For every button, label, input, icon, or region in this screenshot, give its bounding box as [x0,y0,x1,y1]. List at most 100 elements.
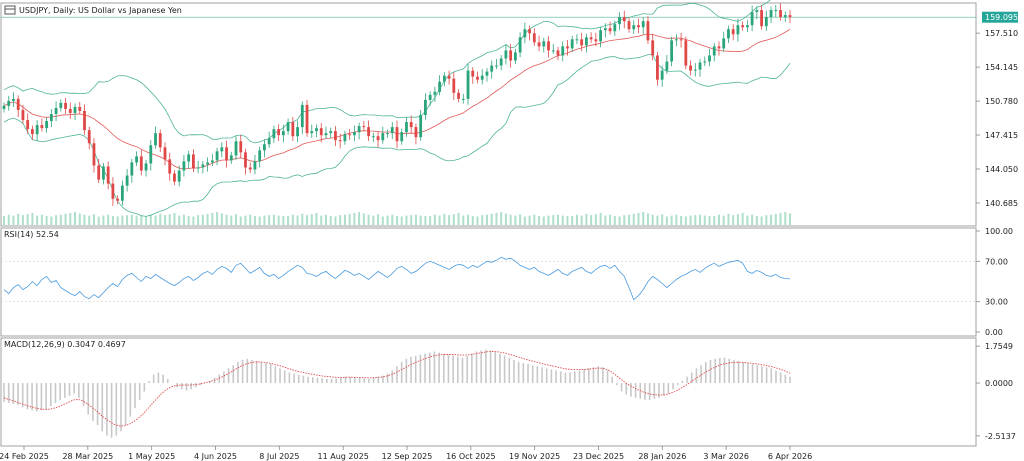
volume-bar [689,215,692,225]
lower-band-line [3,54,791,217]
volume-bar [424,216,427,225]
candle-body [679,39,683,41]
volume-bar [206,213,209,225]
volume-bar [282,216,285,225]
volume-bar [509,214,512,225]
candle-body [727,29,730,39]
volume-bar [490,213,493,225]
candle-body [281,131,285,136]
volume-bar [751,214,754,225]
candle-body [717,46,721,49]
candle-body [523,29,527,38]
candle-body [26,120,30,130]
candle-body [556,50,560,56]
candle-body [580,39,584,46]
candle-body [220,147,224,152]
volume-bar [476,216,479,225]
volume-bar [642,212,645,225]
volume-bar [699,214,702,225]
candle-body [599,30,603,42]
volume-bar [268,215,271,225]
candle-body [589,37,593,40]
candle-body [779,10,782,18]
date-tick-label: 8 Jul 2025 [259,452,299,461]
candle-body [684,40,688,66]
candle-body [381,133,385,141]
candle-body [741,25,745,28]
volume-bar [201,214,204,225]
volume-bar [552,215,555,225]
rsi-tick-label: 30.00 [985,298,1008,307]
volume-bar [291,214,294,225]
volume-bar [694,215,697,225]
candle-body [788,15,792,18]
volume-bar [533,214,536,225]
volume-bar [7,214,10,225]
volume-bar [646,213,649,225]
candle-body [135,156,138,163]
candle-body [352,132,356,136]
macd-tick-label: 1.7549 [985,342,1013,351]
symbol-label: USDJPY, Daily: US Dollar vs Japanese Yen [19,6,182,15]
volume-bar [377,214,380,225]
volume-bar [590,215,593,225]
candle-body [528,29,531,34]
candle-body [769,10,773,18]
candle-body [509,50,513,61]
volume-bar [746,215,749,225]
candle-body [253,161,257,170]
candle-body [760,10,763,27]
candle-body [296,127,299,137]
candle-body [258,150,262,162]
volume-bar [26,214,29,225]
volume-bar [613,216,616,225]
volume-bar [765,215,768,225]
macd-signal-line [3,351,791,427]
volume-bar [353,212,356,225]
candle-body [646,21,650,41]
volume-bar [457,212,460,225]
volume-bar [561,215,564,225]
candle-body [665,61,669,71]
candle-body [504,50,508,59]
candle-body [348,134,352,136]
volume-bar [391,214,394,225]
candle-body [130,162,134,176]
candle-body [656,55,659,80]
candle-body [461,98,465,100]
candle-body [442,75,446,82]
volume-bar [348,213,351,225]
date-tick-label: 16 Oct 2025 [446,452,495,461]
last-price-tag [982,11,1018,23]
candle-body [376,136,380,141]
axes: 157.510 154.145 150.780 147.415 144.050 140.6… [0,29,1018,461]
candle-body [499,58,503,66]
candle-body [106,166,110,184]
rsi-line [3,256,791,301]
candle-body [637,25,640,28]
candle-body [561,46,565,56]
candle-body [603,28,607,31]
last-price-value: 159.095 [985,13,1018,22]
price-tick-label: 140.685 [985,199,1018,208]
candle-body [2,105,6,109]
price-tick-label: 157.510 [985,29,1018,38]
candle-body [16,98,20,110]
candle-body [708,55,711,62]
volume-bar [211,212,214,225]
candle-body [651,40,655,56]
candle-body [329,131,333,134]
volume-bar [216,212,219,225]
volume-bar [320,215,323,225]
candle-body [116,198,120,201]
candle-body [40,125,44,129]
volume-bar [405,215,408,225]
volume-bar [55,215,58,225]
candle-body [400,132,404,142]
candle-body [177,170,181,182]
candle-body [158,133,162,148]
volume-bar [17,213,20,225]
volume-bar [452,214,455,225]
candle-body [518,37,522,53]
